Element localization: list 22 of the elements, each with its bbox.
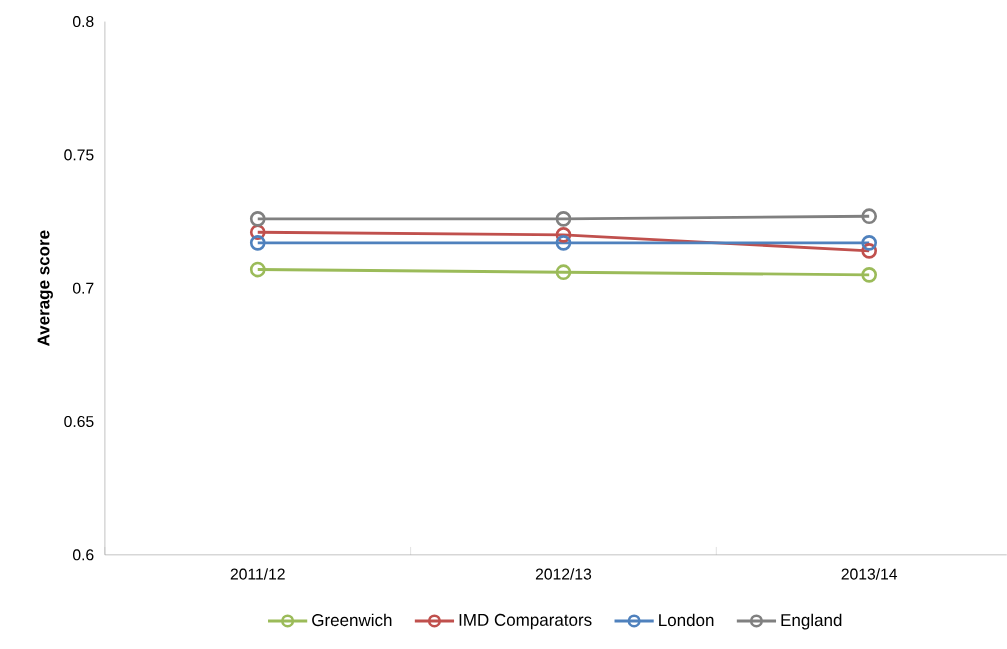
point [861, 267, 878, 283]
legend-label: England [781, 613, 842, 630]
y-tick-label: 0.65 [64, 416, 94, 428]
point [861, 235, 878, 251]
point [555, 235, 572, 251]
point [249, 211, 266, 227]
y-tick-label: 0.6 [72, 549, 94, 561]
x-tick-label: 2013/14 [841, 568, 898, 580]
legend-label: Greenwich [312, 613, 392, 627]
y-tick-label: 0.7 [72, 282, 94, 294]
y-tick-label: 0.75 [64, 149, 94, 161]
y-axis-title: Average score [37, 230, 53, 347]
x-tick-label: 2012/13 [535, 568, 592, 580]
legend-label: London [659, 613, 714, 627]
legend-label: IMD Comparators [459, 613, 592, 630]
point [249, 261, 266, 278]
point [555, 264, 572, 281]
x-tick-label: 2011/12 [230, 568, 285, 580]
point [249, 235, 266, 251]
y-tick-label: 0.8 [72, 16, 94, 28]
point [861, 208, 878, 225]
point [555, 211, 572, 227]
